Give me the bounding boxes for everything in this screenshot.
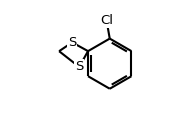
Text: S: S <box>68 36 76 49</box>
Text: Cl: Cl <box>100 14 113 27</box>
Text: S: S <box>75 60 83 73</box>
